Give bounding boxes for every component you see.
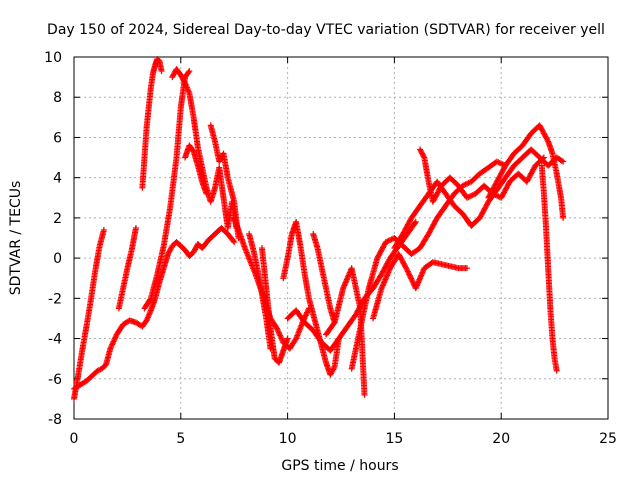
trace-markers (486, 123, 566, 220)
chart-title: Day 150 of 2024, Sidereal Day-to-day VTE… (47, 22, 605, 38)
y-tick-label: -6 (48, 372, 62, 388)
axis-ticks: 0 5 10 15 20 25 -8 -6 -4 -2 0 2 4 6 8 10 (44, 50, 617, 447)
trace-markers (417, 147, 546, 204)
y-tick-label: 8 (53, 90, 62, 106)
x-tick-label: 20 (492, 431, 510, 447)
series-track-t (485, 122, 567, 221)
x-tick-label: 0 (70, 431, 79, 447)
x-tick-label: 25 (599, 431, 617, 447)
grid-lines (74, 57, 608, 419)
series-track-o (323, 265, 368, 398)
series-track-c (115, 224, 139, 312)
series-track-d (139, 56, 165, 191)
series-track-p (348, 158, 509, 372)
x-tick-label: 10 (279, 431, 297, 447)
y-tick-label: 6 (53, 130, 62, 146)
data-point-markers (538, 162, 560, 374)
trace-markers (392, 147, 565, 250)
trace-markers (116, 226, 139, 310)
series-track-e (141, 68, 193, 312)
series-track-s (417, 146, 547, 205)
trace-markers (259, 246, 291, 365)
trace-markers (370, 252, 469, 320)
y-tick-label: -2 (48, 291, 62, 307)
trace-markers (538, 164, 560, 373)
y-tick-label: 4 (53, 171, 62, 187)
y-tick-label: -4 (48, 332, 62, 348)
series-track-k (258, 245, 291, 366)
y-axis-label: SDTVAR / TECUs (8, 181, 24, 296)
series-track-l (280, 218, 342, 378)
data-points (71, 56, 567, 402)
series-track-q (370, 251, 471, 322)
y-tick-label: 10 (44, 50, 62, 66)
x-axis-label: GPS time / hours (281, 458, 398, 474)
y-tick-label: -8 (48, 412, 62, 428)
y-tick-label: 0 (53, 251, 62, 267)
series-track-b (71, 226, 107, 402)
series-track-g (182, 142, 210, 197)
data-point-markers (284, 218, 419, 354)
trace-markers (182, 143, 209, 196)
series-track-u (538, 162, 560, 374)
series-track-f (169, 66, 240, 231)
trace-markers (310, 232, 338, 325)
x-tick-label: 15 (385, 431, 403, 447)
x-tick-label: 5 (176, 431, 185, 447)
trace-markers (142, 69, 192, 311)
trace-markers (280, 220, 342, 377)
plot-frame (73, 56, 609, 420)
trace-markers (139, 57, 165, 190)
trace-markers (71, 228, 107, 401)
y-tick-label: 2 (53, 211, 62, 227)
